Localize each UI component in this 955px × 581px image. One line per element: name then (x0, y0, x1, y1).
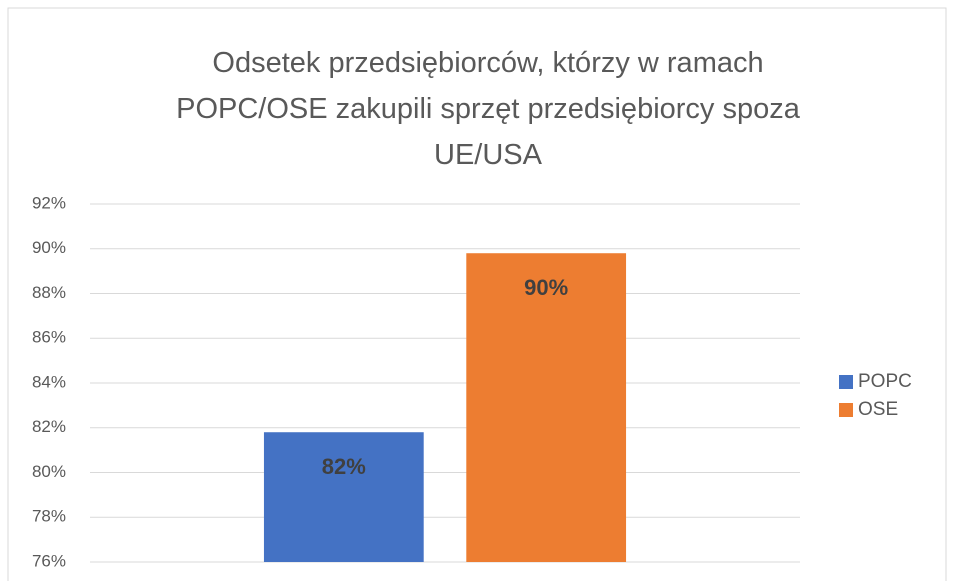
y-tick-label: 92% (32, 193, 66, 212)
legend-swatch (839, 403, 853, 417)
y-tick-label: 76% (32, 551, 66, 570)
bar (263, 432, 424, 562)
y-tick-label: 90% (32, 238, 66, 257)
y-tick-label: 86% (32, 328, 66, 347)
legend-label: OSE (858, 399, 898, 420)
y-tick-label: 82% (32, 417, 66, 436)
legend-label: POPC (858, 371, 912, 392)
chart-title: Odsetek przedsiębiorców, którzy w ramach… (176, 47, 800, 171)
y-tick-label: 80% (32, 462, 66, 481)
chart-border (7, 7, 947, 581)
bar (466, 253, 627, 562)
y-tick-label: 84% (32, 372, 66, 391)
y-tick-label: 78% (32, 507, 66, 526)
y-tick-label: 88% (32, 283, 66, 302)
data-label: 90% (524, 275, 568, 300)
legend-swatch (839, 375, 853, 389)
data-label: 82% (322, 454, 366, 479)
